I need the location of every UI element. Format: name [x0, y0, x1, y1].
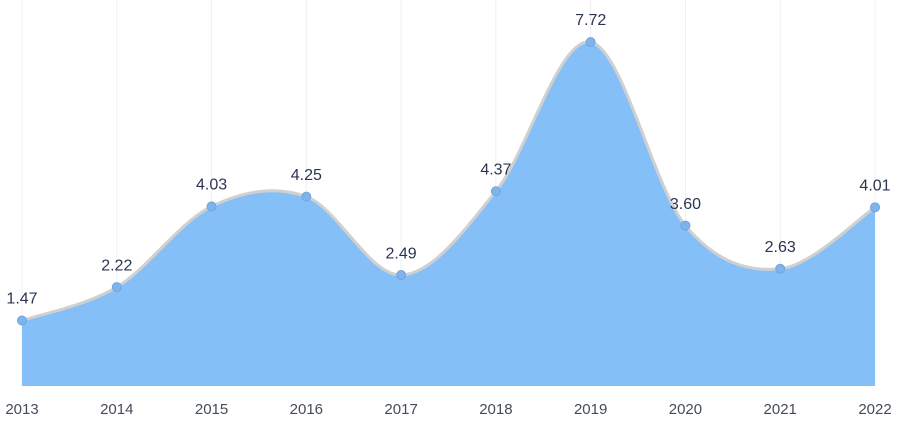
- x-tick-label: 2014: [100, 401, 133, 418]
- point: [870, 202, 880, 213]
- x-tick-label: 2015: [195, 401, 228, 418]
- value-label: 3.60: [670, 196, 701, 213]
- area: [22, 41, 875, 387]
- point: [396, 270, 407, 281]
- point: [111, 282, 122, 293]
- x-tick-label: 2019: [574, 401, 607, 418]
- line: [21, 40, 876, 322]
- value-label: 2.22: [101, 257, 132, 274]
- x-tick-label: 2022: [858, 401, 891, 418]
- value-label: 4.01: [859, 178, 890, 195]
- point: [585, 37, 596, 47]
- x-tick-label: 2018: [479, 401, 512, 418]
- x-tick-label: 2021: [764, 401, 797, 418]
- point: [775, 263, 786, 274]
- value-label: 4.03: [196, 177, 227, 194]
- point: [301, 191, 312, 202]
- x-tick-label: 2020: [669, 401, 702, 418]
- point: [680, 220, 691, 231]
- value-label: 4.25: [291, 167, 322, 184]
- x-tick-label: 2017: [384, 401, 417, 418]
- value-label: 4.37: [480, 161, 511, 178]
- value-label: 2.49: [386, 245, 417, 262]
- point: [490, 186, 501, 197]
- value-label: 7.72: [575, 12, 606, 29]
- value-label: 1.47: [6, 291, 37, 308]
- point: [17, 315, 27, 326]
- x-tick-label: 2016: [290, 401, 323, 418]
- value-label: 2.63: [765, 239, 796, 256]
- point: [206, 201, 217, 212]
- x-tick-label: 2013: [5, 401, 38, 418]
